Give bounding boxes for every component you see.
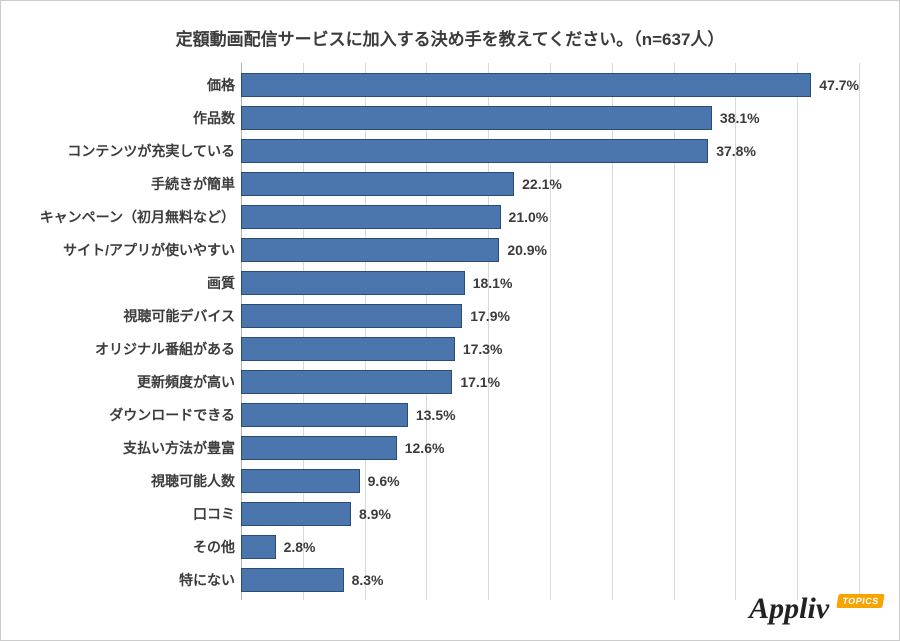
category-label: 画質 [21, 273, 241, 293]
bar [241, 172, 514, 196]
category-label: オリジナル番組がある [21, 339, 241, 359]
logo-badge: TOPICS [836, 594, 885, 608]
bar-chart: 価格 47.7% 作品数 38.1% コンテンツが充実している 37.8% 手続きが簡単 22… [21, 68, 859, 596]
bar-area: 22.1% [241, 167, 859, 200]
bar-row: オリジナル番組がある 17.3% [21, 332, 859, 365]
bar [241, 502, 351, 526]
category-label: コンテンツが充実している [21, 141, 241, 161]
bar-row: 支払い方法が豊富 12.6% [21, 431, 859, 464]
bar [241, 568, 344, 592]
category-label: 価格 [21, 75, 241, 95]
category-label: ダウンロードできる [21, 405, 241, 425]
bar-area: 13.5% [241, 398, 859, 431]
bar [241, 73, 811, 97]
value-label: 13.5% [416, 407, 456, 423]
value-label: 47.7% [819, 77, 859, 93]
bar-row: 手続きが簡単 22.1% [21, 167, 859, 200]
value-label: 17.9% [470, 308, 510, 324]
bar-row: 特にない 8.3% [21, 563, 859, 596]
value-label: 17.3% [463, 341, 503, 357]
bar-row: 作品数 38.1% [21, 101, 859, 134]
bar [241, 304, 462, 328]
value-label: 12.6% [405, 440, 445, 456]
bar [241, 436, 397, 460]
bar-area: 8.9% [241, 497, 859, 530]
bar-row: ダウンロードできる 13.5% [21, 398, 859, 431]
value-label: 38.1% [720, 110, 760, 126]
value-label: 2.8% [284, 539, 316, 555]
bar [241, 238, 499, 262]
bar-area: 17.1% [241, 365, 859, 398]
value-label: 21.0% [509, 209, 549, 225]
value-label: 9.6% [368, 473, 400, 489]
bar [241, 271, 465, 295]
bar-row: サイト/アプリが使いやすい 20.9% [21, 233, 859, 266]
category-label: 更新頻度が高い [21, 372, 241, 392]
bar-row: 視聴可能デバイス 17.9% [21, 299, 859, 332]
bar [241, 535, 276, 559]
bar-area: 17.9% [241, 299, 859, 332]
bar-row: キャンペーン（初月無料など） 21.0% [21, 200, 859, 233]
bar-area: 21.0% [241, 200, 859, 233]
chart-title: 定額動画配信サービスに加入する決め手を教えてください。（n=637人） [1, 1, 899, 68]
bar-row: 視聴可能人数 9.6% [21, 464, 859, 497]
category-label: 口コミ [21, 504, 241, 524]
value-label: 22.1% [522, 176, 562, 192]
bar-row: 価格 47.7% [21, 68, 859, 101]
bar-area: 17.3% [241, 332, 859, 365]
bar-area: 20.9% [241, 233, 859, 266]
bar [241, 469, 360, 493]
bar-area: 9.6% [241, 464, 859, 497]
value-label: 37.8% [716, 143, 756, 159]
bar-area: 2.8% [241, 530, 859, 563]
category-label: キャンペーン（初月無料など） [21, 207, 241, 227]
bar-row: 口コミ 8.9% [21, 497, 859, 530]
logo-text: Appliv [749, 592, 829, 625]
bar-area: 12.6% [241, 431, 859, 464]
bar-area: 47.7% [241, 68, 859, 101]
category-label: 視聴可能人数 [21, 471, 241, 491]
bar-row: 更新頻度が高い 17.1% [21, 365, 859, 398]
bar [241, 337, 455, 361]
value-label: 8.3% [352, 572, 384, 588]
bar [241, 403, 408, 427]
bar-row: 画質 18.1% [21, 266, 859, 299]
value-label: 20.9% [507, 242, 547, 258]
category-label: 支払い方法が豊富 [21, 438, 241, 458]
bar [241, 106, 712, 130]
bar-area: 18.1% [241, 266, 859, 299]
bar-area: 37.8% [241, 134, 859, 167]
bar-row: その他 2.8% [21, 530, 859, 563]
bar [241, 205, 501, 229]
category-label: 作品数 [21, 108, 241, 128]
category-label: サイト/アプリが使いやすい [21, 240, 241, 260]
category-label: 手続きが簡単 [21, 174, 241, 194]
appliv-logo: Appliv TOPICS [749, 592, 881, 626]
value-label: 18.1% [473, 275, 513, 291]
bar [241, 139, 708, 163]
category-label: 視聴可能デバイス [21, 306, 241, 326]
bar [241, 370, 452, 394]
category-label: その他 [21, 537, 241, 557]
value-label: 17.1% [460, 374, 500, 390]
bar-row: コンテンツが充実している 37.8% [21, 134, 859, 167]
value-label: 8.9% [359, 506, 391, 522]
category-label: 特にない [21, 570, 241, 590]
bar-area: 38.1% [241, 101, 859, 134]
